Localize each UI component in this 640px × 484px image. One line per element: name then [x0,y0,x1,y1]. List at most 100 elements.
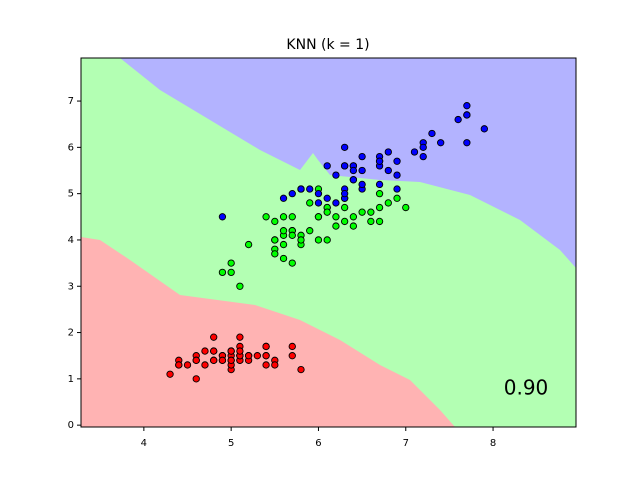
point [314,213,323,221]
x-tick-label: 6 [315,438,321,449]
point [218,356,227,364]
point [463,102,471,110]
point [384,199,392,207]
point [297,365,305,374]
point [341,190,349,198]
point [393,185,401,193]
point [227,268,235,277]
y-tick-label: 2 [68,328,74,339]
point [375,180,384,189]
point [384,166,392,175]
point [367,217,375,226]
point [271,217,279,226]
point [358,208,366,216]
x-tick-label: 4 [141,438,147,449]
point [262,213,270,221]
point [244,352,253,360]
point [314,236,323,244]
plot-frame [80,57,577,428]
point [410,148,419,156]
point [314,190,323,198]
point [218,268,227,277]
point [201,347,209,355]
point [183,361,192,369]
point [463,111,471,119]
point [384,148,392,156]
point [323,236,331,244]
point [323,162,331,170]
point [262,361,270,369]
point [210,356,218,364]
point [227,356,235,364]
point [166,370,174,378]
point [358,152,366,161]
point [419,152,427,161]
point [244,240,253,249]
point [297,185,305,193]
point [375,203,384,212]
point [306,227,314,235]
point [332,213,340,221]
point [227,259,235,267]
point [437,139,445,147]
point [349,176,358,184]
point [175,361,183,369]
x-tick-label: 5 [228,438,234,449]
point [210,347,218,355]
point [279,227,288,235]
point [279,194,288,202]
point [236,282,244,290]
y-tick-label: 7 [68,96,74,107]
score-annotation: 0.90 [504,376,549,400]
point [323,208,331,216]
point [192,375,200,383]
x-tick-label: 7 [403,438,409,449]
point [375,217,384,226]
point [279,254,288,263]
point [358,166,366,175]
point [218,213,227,221]
y-tick-label: 6 [68,142,74,153]
point [480,125,488,133]
chart-title: KNN (k = 1) [286,37,369,53]
point [463,139,471,147]
point [262,342,270,351]
point [288,231,296,239]
point [288,352,296,360]
point [349,213,358,221]
point [375,157,384,165]
point [262,352,270,360]
point [358,180,366,189]
point [288,342,296,351]
point [454,115,462,124]
point [288,213,296,221]
point [236,333,244,341]
point [393,194,401,202]
point [349,222,358,230]
point [367,208,375,216]
point [236,347,244,355]
point [349,166,358,175]
y-tick-label: 5 [68,189,74,200]
point [332,199,340,207]
y-tick-label: 3 [68,281,74,292]
point [210,333,218,341]
point [288,190,296,198]
point [253,352,261,360]
point [288,259,296,267]
point [201,361,209,369]
point [341,143,349,152]
x-tick-label: 8 [490,438,496,449]
point [375,190,384,198]
point [227,347,235,355]
point [279,213,288,221]
point [271,250,279,258]
region-red [81,237,455,427]
point [332,222,340,230]
point [341,217,349,226]
point [419,143,427,152]
point [306,199,314,207]
point [297,236,305,244]
y-tick-label: 1 [68,374,74,385]
